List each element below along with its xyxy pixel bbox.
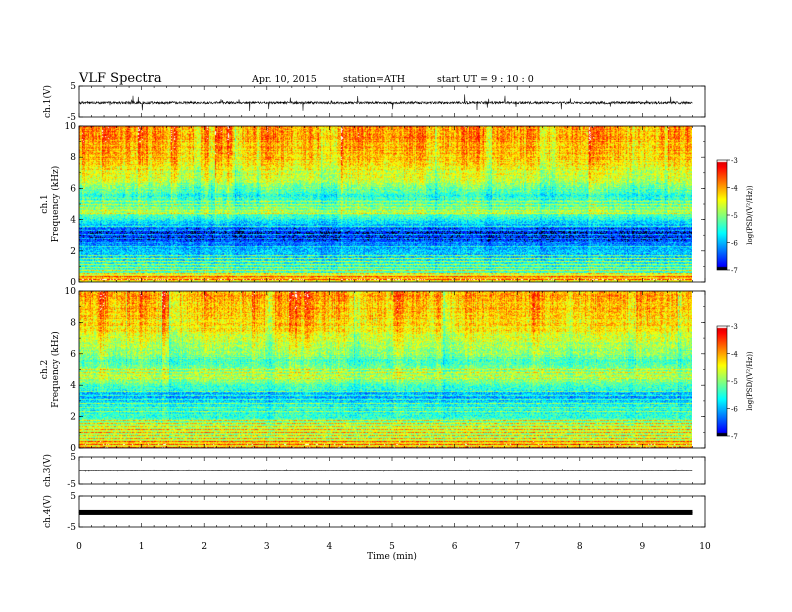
ch1-spectrogram-colorbar <box>717 160 727 270</box>
colorbar-tick-label: -7 <box>731 267 738 275</box>
ch1-spectrogram-raster <box>79 126 692 282</box>
x-tick-label: 10 <box>699 542 711 552</box>
colorbar-tick-label: -4 <box>731 351 738 359</box>
y-tick-label: 8 <box>70 153 76 163</box>
y-tick-label: 5 <box>70 82 76 92</box>
start-time-label: start UT = 9 : 10 : 0 <box>437 74 534 85</box>
y-axis-label: Frequency (kHz) <box>50 166 61 243</box>
x-tick-label: 3 <box>264 542 270 552</box>
y-tick-label: -5 <box>67 480 76 490</box>
y-tick-label: 10 <box>65 287 77 297</box>
colorbar-tick-label: -5 <box>731 212 738 220</box>
y-axis-label: ch.1(V) <box>42 85 53 118</box>
ch2-spectrogram-raster <box>79 291 692 448</box>
colorbar-tick-label: -3 <box>731 323 738 331</box>
y-tick-label: 0 <box>70 444 76 454</box>
date-label: Apr. 10, 2015 <box>252 74 317 85</box>
y-tick-label: -5 <box>67 113 76 123</box>
y-tick-label: 5 <box>70 453 76 463</box>
station-label: station=ATH <box>343 74 405 85</box>
x-tick-label: 7 <box>514 542 520 552</box>
ch1-waveform-trace <box>78 94 693 112</box>
ch3-waveform-trace <box>78 469 693 472</box>
y-tick-label: 6 <box>70 350 76 360</box>
page-title: VLF Spectra <box>79 71 162 86</box>
x-tick-label: 1 <box>139 542 145 552</box>
x-tick-label: 2 <box>201 542 207 552</box>
y-tick-label: 5 <box>70 492 76 502</box>
x-tick-label: 8 <box>577 542 583 552</box>
y-tick-label: 2 <box>70 247 76 257</box>
y-axis-label: ch.3(V) <box>42 454 53 487</box>
y-axis-label: ch.4(V) <box>42 495 53 528</box>
colorbar-tick-label: -6 <box>731 240 738 248</box>
colorbar-tick-label: -7 <box>731 433 738 441</box>
y-tick-label: 4 <box>70 381 76 391</box>
x-tick-label: 9 <box>640 542 646 552</box>
x-tick-label: 4 <box>327 542 333 552</box>
y-axis-label: ch.1 <box>40 194 50 213</box>
colorbar-label: log(PSD/(V²/Hz)) <box>746 185 754 245</box>
y-axis-label: ch.2 <box>40 360 50 379</box>
x-tick-label: 6 <box>452 542 458 552</box>
x-tick-label: 0 <box>76 542 82 552</box>
y-tick-label: -5 <box>67 523 76 533</box>
y-tick-label: 6 <box>70 184 76 194</box>
x-tick-label: 5 <box>389 542 395 552</box>
colorbar-tick-label: -3 <box>731 157 738 165</box>
x-axis-label: Time (min) <box>367 551 417 562</box>
colorbar-tick-label: -4 <box>731 185 738 193</box>
y-tick-label: 10 <box>65 122 77 132</box>
y-tick-label: 4 <box>70 216 76 226</box>
y-tick-label: 2 <box>70 413 76 423</box>
colorbar-label: log(PSD/(V²/Hz)) <box>746 351 754 411</box>
colorbar-tick-label: -6 <box>731 406 738 414</box>
colorbar-tick-label: -5 <box>731 378 738 386</box>
ch4-waveform-band <box>79 509 693 515</box>
y-axis-label: Frequency (kHz) <box>50 331 61 408</box>
y-tick-label: 8 <box>70 318 76 328</box>
ch2-spectrogram-colorbar <box>717 326 727 436</box>
y-tick-label: 0 <box>70 278 76 288</box>
